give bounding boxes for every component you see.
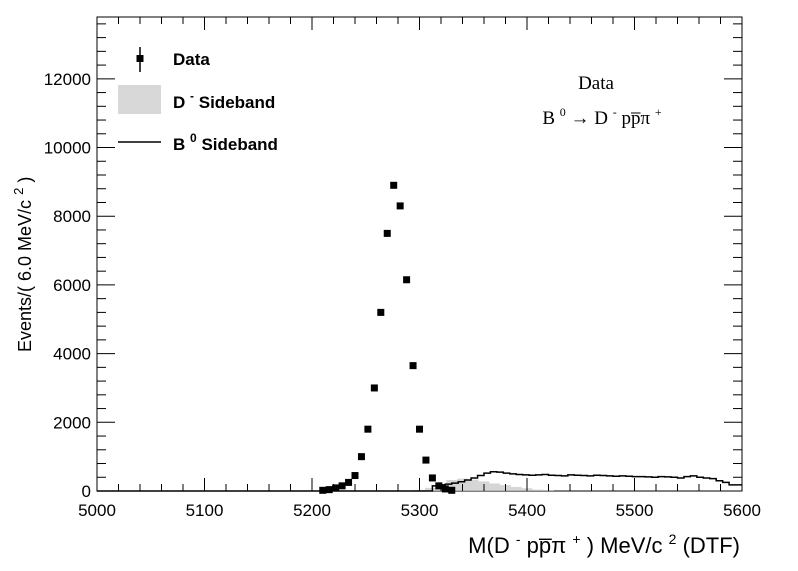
y-axis-title-part-a: Events/( 6.0 MeV/c [15,200,35,352]
legend-d-sideband-swatch [118,85,161,114]
legend-data-marker [136,55,144,62]
data-point [370,384,378,392]
x-tick-label: 5600 [723,501,761,520]
legend-entry-b-sideband: B 0 Sideband [118,127,278,154]
legend-entry-d-sideband: D - Sideband [118,85,275,114]
y-tick-label: 10000 [44,139,91,158]
x-axis-title: M(D - pp̅π + ) MeV/c 2 (DTF) [468,524,740,558]
x-axis-title-part-c: pp̅π [527,533,567,558]
annotation-pi-sup: + [655,105,662,119]
data-point [357,453,365,461]
axis-tick-labels: 5000 5100 5200 5300 5400 5500 5600 0 2000 4000 600… [44,70,761,520]
annotation-b-sup: 0 [560,105,566,119]
axis-ticks [96,17,743,492]
annotation-mid: pp̅π [622,108,651,129]
data-point [351,472,359,480]
data-point [338,482,346,490]
data-point [441,485,449,493]
data-point [403,276,411,284]
data-point [422,456,430,464]
annotation-b: B [542,108,555,129]
y-tick-label: 6000 [53,276,91,295]
legend-d-sideband-sup: - [190,89,194,103]
b-sideband-histogram [97,471,742,492]
annotation-d-sup: - [613,105,617,119]
x-tick-label: 5500 [616,501,654,520]
data-point [416,425,423,433]
x-tick-label: 5200 [293,501,331,520]
y-axis-title: Events/( 6.0 MeV/c 2 ) [7,177,35,352]
legend-b-sideband-part-a: B [173,135,185,154]
y-tick-label: 2000 [53,413,91,432]
b-sideband-line [97,471,742,492]
data-point [377,308,385,316]
legend-d-sideband-part-a: D [173,93,185,112]
data-point [345,478,353,486]
x-axis-title-sup-plus: + [572,531,580,547]
data-point [428,474,436,482]
data-point [390,181,398,189]
data-point [409,362,417,370]
annotation: Data B 0 → D - pp̅π + [542,73,662,129]
annotation-line2: B 0 → D - pp̅π + [542,100,662,129]
legend-b-sideband-label: B 0 Sideband [173,127,278,154]
data-point [332,484,340,492]
annotation-arrow: → D [571,108,608,129]
y-tick-label: 4000 [53,345,91,364]
x-tick-label: 5100 [186,501,224,520]
x-axis-title-sup-2: 2 [669,531,677,547]
y-tick-label: 12000 [44,70,91,89]
data-points [319,181,456,494]
x-axis-title-part-e: ) MeV/c [587,533,663,558]
x-tick-label: 5300 [401,501,439,520]
data-point [319,486,327,494]
x-axis-title-part-g: (DTF) [683,533,740,558]
data-point [364,425,372,433]
legend-d-sideband-part-b: Sideband [199,93,276,112]
legend-entry-data: Data [136,47,210,72]
x-axis-title-part-a: M(D [468,533,510,558]
data-point [383,229,391,237]
y-tick-label: 8000 [53,207,91,226]
legend: Data D - Sideband B 0 Sideband [118,47,278,154]
legend-b-sideband-part-b: Sideband [201,135,278,154]
data-point [448,486,456,494]
x-tick-label: 5400 [508,501,546,520]
annotation-line1: Data [578,73,614,94]
legend-d-sideband-label: D - Sideband [173,85,275,112]
y-axis-title-sup-2: 2 [11,188,26,195]
data-point [435,482,443,490]
data-point [325,486,333,494]
y-tick-label: 0 [82,482,91,501]
legend-b-sideband-sup: 0 [190,131,197,145]
data-point [396,202,404,210]
x-tick-label: 5000 [78,501,116,520]
x-axis-title-sup-minus: - [516,531,521,547]
legend-data-label: Data [173,50,210,69]
y-axis-title-part-c: ) [15,177,35,183]
